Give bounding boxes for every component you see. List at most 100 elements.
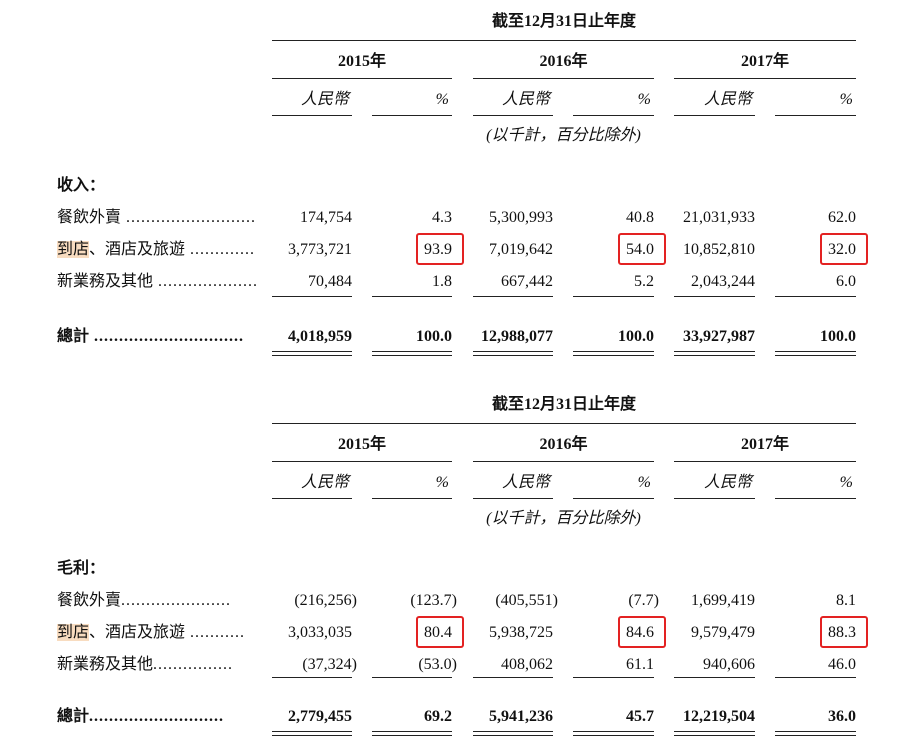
cell-value: 21,031,933	[683, 209, 755, 226]
units-note: (以千計，百分比除外)	[486, 127, 641, 144]
unit-rule	[473, 115, 553, 116]
subtotal-rule	[272, 677, 352, 678]
total-double-rule	[674, 351, 755, 356]
unit-rule	[573, 115, 654, 116]
cell-value: 9,579,479	[691, 624, 755, 641]
units-note: (以千計，百分比除外)	[486, 510, 641, 527]
total-value: 2,779,455	[288, 708, 352, 725]
leader-dots: .............................	[121, 209, 257, 226]
unit-rule	[775, 498, 856, 499]
section-title: 毛利：	[57, 560, 106, 577]
cell-value: 940,606	[703, 656, 755, 673]
section-title: 收入：	[57, 177, 106, 194]
subtotal-rule	[473, 296, 553, 297]
cell-value: 70,484	[308, 273, 352, 290]
cell-value: (7.7)	[628, 592, 659, 609]
total-double-rule	[775, 351, 856, 356]
highlight-box	[618, 616, 666, 648]
highlight-box	[416, 233, 464, 265]
year-rule	[674, 461, 856, 462]
cell-value: 5,938,725	[489, 624, 553, 641]
cell-value: 88.3	[828, 624, 856, 641]
unit-rmb: 人民幣	[703, 474, 752, 491]
subtotal-rule	[674, 296, 755, 297]
highlight-box	[618, 233, 666, 265]
unit-rmb: 人民幣	[501, 91, 550, 108]
total-value: 12,219,504	[683, 708, 755, 725]
cell-value: (405,551)	[495, 592, 558, 609]
cell-value: 5.2	[634, 273, 654, 290]
cell-value: 32.0	[828, 241, 856, 258]
total-value: 69.2	[424, 708, 452, 725]
unit-rule	[272, 115, 352, 116]
row-label-text: 餐飲外賣	[57, 209, 122, 226]
total-value: 4,018,959	[288, 328, 352, 345]
cell-value: 46.0	[828, 656, 856, 673]
cell-value: 2,043,244	[691, 273, 755, 290]
highlighted-text: 到店	[57, 241, 90, 258]
cell-value: 1.8	[432, 273, 452, 290]
subtotal-rule	[573, 677, 654, 678]
total-label: 總計...........................	[57, 707, 257, 727]
cell-value: (53.0)	[418, 656, 457, 673]
cell-value: (123.7)	[410, 592, 457, 609]
total-value: 45.7	[626, 708, 654, 725]
cell-value: 5,300,993	[489, 209, 553, 226]
total-value: 12,988,077	[481, 328, 553, 345]
cell-value: 1,699,419	[691, 592, 755, 609]
year-rule	[674, 78, 856, 79]
total-value: 100.0	[416, 328, 452, 345]
row-label: 新業務及其他................	[57, 655, 257, 675]
subtotal-rule	[372, 296, 452, 297]
unit-rule	[473, 498, 553, 499]
cell-value: 4.3	[432, 209, 452, 226]
unit-rule	[272, 498, 352, 499]
total-double-rule	[372, 351, 452, 356]
cell-value: 62.0	[828, 209, 856, 226]
highlighted-text: 到店	[57, 624, 90, 641]
total-double-rule	[674, 731, 755, 736]
total-double-rule	[573, 731, 654, 736]
row-label-text: 新業務及其他	[57, 273, 154, 290]
subtotal-rule	[775, 677, 856, 678]
unit-pct: %	[839, 474, 853, 491]
row-label: 到店、酒店及旅遊 ...........	[57, 623, 257, 643]
row-label-text: 新業務及其他	[57, 656, 154, 673]
unit-pct: %	[637, 91, 651, 108]
total-double-rule	[272, 351, 352, 356]
total-double-rule	[473, 731, 553, 736]
period-header: 截至12月31日止年度	[491, 396, 636, 413]
leader-dots: ..............................	[89, 328, 245, 345]
unit-pct: %	[637, 474, 651, 491]
total-label-text: 總計	[57, 708, 90, 725]
unit-rule	[372, 498, 452, 499]
cell-value: 667,442	[501, 273, 553, 290]
unit-pct: %	[839, 91, 853, 108]
year-header: 2017年	[740, 436, 789, 453]
highlight-box	[416, 616, 464, 648]
total-value: 5,941,236	[489, 708, 553, 725]
row-label-text: 、酒店及旅遊	[89, 241, 186, 258]
leader-dots: ......................	[121, 592, 232, 609]
unit-rmb: 人民幣	[300, 91, 349, 108]
subtotal-rule	[372, 677, 452, 678]
cell-value: 3,773,721	[288, 241, 352, 258]
leader-dots: .....................	[153, 273, 257, 290]
total-double-rule	[372, 731, 452, 736]
cell-value: 408,062	[501, 656, 553, 673]
row-label-text: 餐飲外賣	[57, 592, 122, 609]
cell-value: 54.0	[626, 241, 654, 258]
year-header: 2017年	[740, 53, 789, 70]
unit-rule	[372, 115, 452, 116]
subtotal-rule	[674, 677, 755, 678]
cell-value: 3,033,035	[288, 624, 352, 641]
cell-value: 8.1	[836, 592, 856, 609]
leader-dots: .............	[185, 241, 256, 258]
cell-value: 93.9	[424, 241, 452, 258]
total-double-rule	[775, 731, 856, 736]
cell-value: 6.0	[836, 273, 856, 290]
year-header: 2015年	[337, 53, 386, 70]
cell-value: (37,324)	[302, 656, 357, 673]
year-header: 2015年	[337, 436, 386, 453]
year-rule	[473, 78, 654, 79]
